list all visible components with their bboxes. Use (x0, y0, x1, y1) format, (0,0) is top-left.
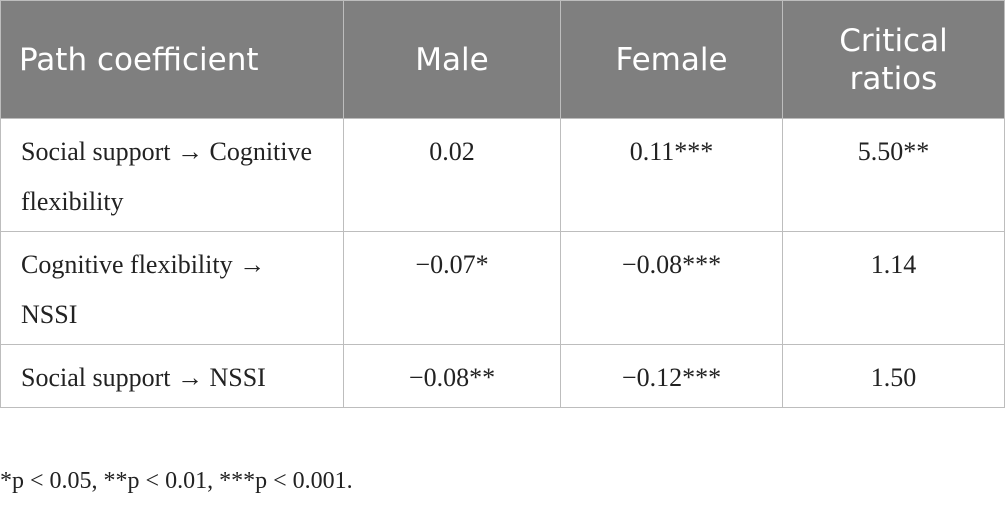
path-cell: Social support → NSSI (0, 344, 344, 408)
value-cell: −0.07* (343, 231, 561, 345)
table-body: Social support → Cognitive flexibility 0.… (0, 118, 1005, 408)
header-cell: Female (560, 0, 783, 119)
table-row: Social support → Cognitive flexibility 0.… (0, 118, 1005, 232)
header-cell: Critical ratios (782, 0, 1005, 119)
value-cell: 0.11*** (560, 118, 783, 232)
value-cell: 1.14 (782, 231, 1005, 345)
table-row: Cognitive flexibility → NSSI −0.07* −0.08*… (0, 231, 1005, 345)
path-cell: Cognitive flexibility → NSSI (0, 231, 344, 345)
header-row: Path coefficient Male Female Critical ratio… (0, 0, 1005, 119)
value-cell: 0.02 (343, 118, 561, 232)
value-cell: −0.12*** (560, 344, 783, 408)
table: Path coefficient Male Female Critical ratio… (0, 0, 1005, 408)
table-row: Social support → NSSI −0.08** −0.12*** 1.50 (0, 344, 1005, 408)
header-cell: Male (343, 0, 561, 119)
header-cell: Path coefficient (0, 0, 344, 119)
value-cell: −0.08*** (560, 231, 783, 345)
path-cell: Social support → Cognitive flexibility (0, 118, 344, 232)
footnote: *p < 0.05, **p < 0.01, ***p < 0.001. (0, 468, 353, 494)
value-cell: 5.50** (782, 118, 1005, 232)
value-cell: 1.50 (782, 344, 1005, 408)
value-cell: −0.08** (343, 344, 561, 408)
